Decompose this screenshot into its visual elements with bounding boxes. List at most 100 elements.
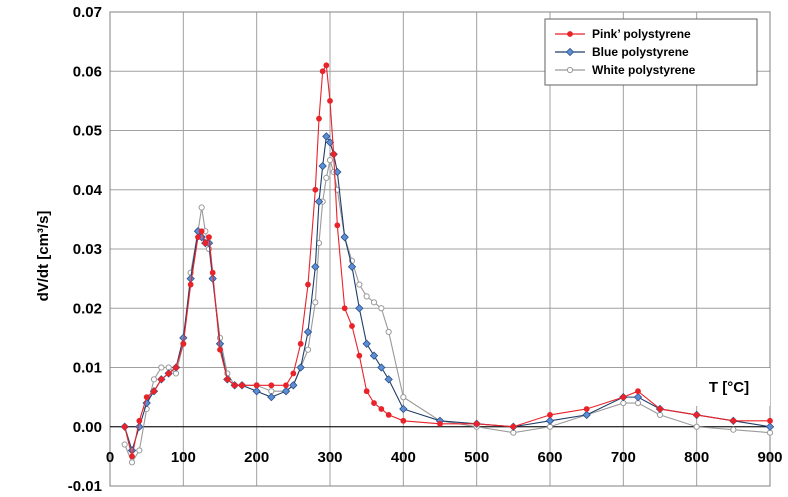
- y-tick-label: 0.07: [73, 4, 102, 21]
- data-point: [253, 382, 260, 389]
- data-point: [730, 426, 737, 433]
- x-axis-ticks: 0 100 200 300 400 500 600 700 800 900: [106, 449, 783, 466]
- data-point: [128, 459, 136, 466]
- y-tick-label: 0.02: [73, 300, 102, 317]
- data-point: [323, 62, 330, 69]
- data-point: [385, 328, 392, 336]
- data-point: [378, 406, 385, 412]
- x-tick-label: 300: [317, 449, 342, 466]
- data-point: [583, 406, 590, 412]
- data-point: [657, 406, 663, 412]
- data-point: [334, 222, 341, 229]
- data-point: [510, 423, 517, 430]
- data-point: [318, 161, 327, 171]
- data-point: [224, 376, 231, 383]
- data-point: [121, 423, 128, 430]
- series-line: [124, 134, 771, 453]
- data-point: [322, 132, 331, 141]
- data-point: [545, 416, 555, 425]
- data-point: [633, 392, 643, 402]
- x-tick-label: 100: [171, 449, 196, 466]
- x-axis-title-bg: [690, 368, 770, 406]
- data-point: [304, 346, 312, 353]
- data-point: [136, 417, 143, 424]
- legend-marker: [565, 47, 575, 57]
- x-tick-label: 400: [391, 449, 416, 466]
- x-tick-label: 0: [106, 449, 114, 466]
- y-tick-label: 0.01: [73, 360, 102, 377]
- data-point: [158, 376, 165, 383]
- data-point: [136, 447, 143, 454]
- data-point: [767, 417, 773, 424]
- data-point: [620, 394, 627, 401]
- data-point: [730, 417, 737, 424]
- data-point: [323, 174, 330, 181]
- data-point: [369, 351, 379, 360]
- data-point: [547, 411, 553, 418]
- data-point: [239, 382, 245, 389]
- legend-label: Blue polystyrene: [592, 45, 689, 59]
- data-point: [347, 262, 357, 271]
- data-point: [693, 411, 700, 418]
- data-point: [206, 234, 212, 241]
- data-point: [327, 97, 333, 104]
- data-point: [150, 376, 158, 383]
- series-line: [124, 159, 771, 464]
- data-point: [473, 420, 480, 427]
- y-tick-label: 0.05: [73, 123, 102, 140]
- data-point: [121, 441, 128, 448]
- data-point: [311, 262, 320, 271]
- data-point: [399, 404, 408, 414]
- data-point: [326, 157, 334, 164]
- legend-label: White polystyrene: [592, 63, 696, 77]
- y-tick-label: 0.06: [73, 63, 102, 80]
- y-tick-label: 0.04: [73, 182, 103, 199]
- x-tick-label: 800: [684, 449, 709, 466]
- data-point: [180, 340, 187, 347]
- data-point: [195, 234, 201, 241]
- data-point: [582, 410, 591, 420]
- x-tick-label: 600: [537, 449, 562, 466]
- data-point: [151, 388, 157, 395]
- data-point: [314, 197, 324, 206]
- x-tick-label: 700: [611, 449, 636, 466]
- data-point: [312, 299, 319, 306]
- y-axis-title: dV/dt [cm³/s]: [35, 211, 52, 302]
- data-point: [349, 323, 355, 329]
- data-point: [371, 400, 377, 406]
- legend-marker: [567, 31, 573, 37]
- data-point: [208, 274, 217, 283]
- data-point: [355, 304, 364, 313]
- data-point: [378, 305, 385, 312]
- data-point: [173, 364, 179, 371]
- data-point: [384, 375, 393, 384]
- x-axis-title: T [°C]: [709, 379, 749, 396]
- plot-frame: [109, 11, 771, 487]
- data-point: [437, 420, 443, 427]
- y-tick-label: 0.00: [73, 419, 102, 436]
- data-point: [363, 388, 370, 395]
- data-point: [400, 417, 407, 424]
- data-point: [356, 352, 363, 359]
- data-point: [296, 363, 305, 372]
- data-point: [765, 422, 775, 431]
- plot-border: [109, 11, 771, 487]
- data-point: [267, 392, 276, 402]
- data-point: [289, 381, 298, 390]
- data-point: [305, 281, 311, 288]
- y-axis-ticks: -0.01 0.00 0.01 0.02 0.03 0.04 0.05 0.06 0.07: [68, 4, 103, 495]
- data-point: [202, 240, 209, 246]
- data-point: [363, 293, 370, 300]
- data-point: [283, 382, 289, 389]
- series-1: [120, 132, 775, 455]
- series-line: [124, 63, 770, 457]
- data-point: [362, 339, 371, 348]
- data-point: [217, 346, 223, 353]
- data-point: [165, 370, 172, 377]
- legend-marker: [566, 66, 574, 74]
- data-point: [377, 363, 386, 372]
- data-point: [281, 387, 291, 396]
- y-tick-label: -0.01: [68, 478, 102, 495]
